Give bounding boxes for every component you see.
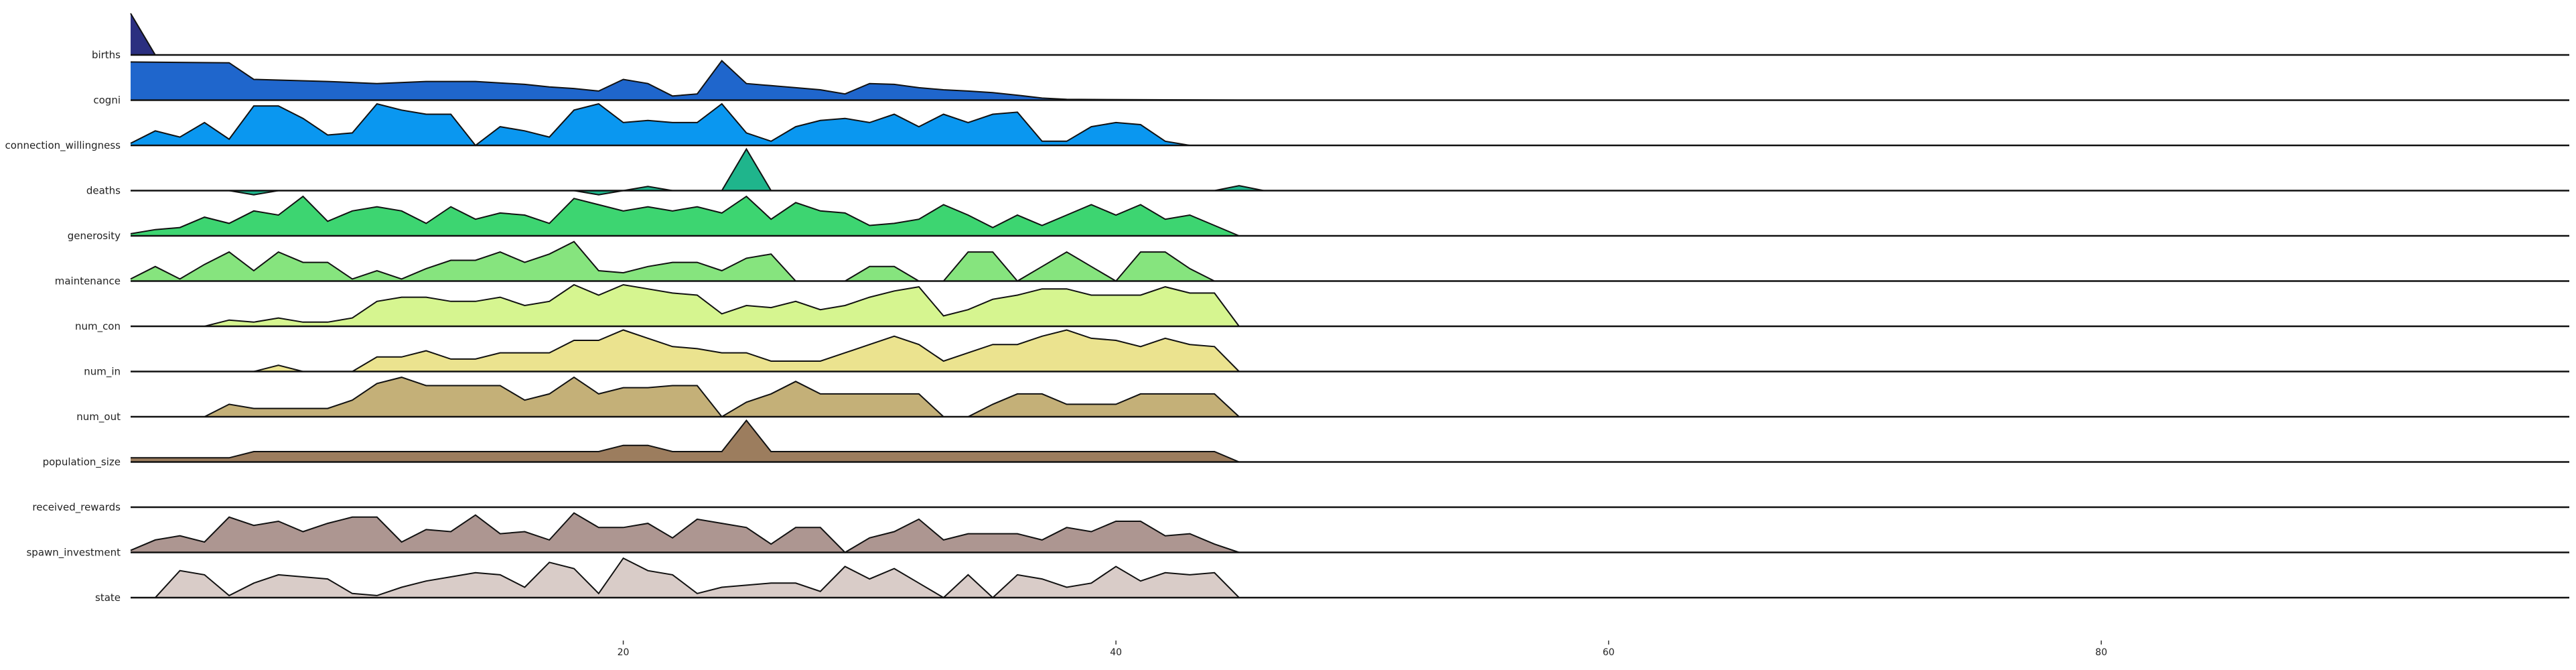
ridge-population-size: population_size (43, 419, 2569, 469)
ridge-fill (131, 241, 1215, 281)
ridge-births: births (92, 13, 2569, 61)
ridge-connection-willingness: connection_willingness (5, 103, 2569, 152)
row-label: num_con (75, 320, 121, 333)
x-tick-label: 60 (1603, 647, 1615, 658)
ridge-fill (131, 513, 1239, 553)
ridge-num-out: num_out (76, 376, 2569, 423)
row-label: maintenance (55, 275, 121, 287)
ridge-num-in: num_in (84, 329, 2569, 379)
ridge-outline (131, 557, 1240, 599)
row-label: connection_willingness (5, 139, 121, 152)
ridge-fill (131, 558, 1239, 598)
row-label: generosity (68, 230, 121, 242)
row-label: state (95, 592, 121, 604)
ridge-fill (131, 104, 1239, 145)
ridge-outline (130, 512, 1240, 553)
ridge-state: state (95, 557, 2569, 604)
row-label: received_rewards (32, 501, 121, 514)
ridge-deaths: deaths (86, 147, 2569, 197)
row-label: num_in (84, 366, 121, 379)
ridge-outline (131, 376, 1240, 418)
row-label: population_size (43, 456, 121, 469)
x-tick-label: 80 (2095, 647, 2107, 658)
ridge-outline (130, 103, 1239, 147)
ridge-fill (131, 377, 1239, 417)
ridge-cogni: cogni (93, 60, 2569, 107)
ridge-fill (131, 330, 1239, 372)
ridge-outline (131, 147, 2569, 196)
ridge-generosity: generosity (68, 195, 2569, 242)
ridge-outline (130, 13, 156, 56)
ridge-spawn-investment: spawn_investment (26, 512, 2569, 559)
row-label: spawn_investment (26, 547, 121, 559)
row-label: num_out (76, 411, 121, 423)
ridge-fill (131, 60, 1239, 100)
ridge-received-rewards: received_rewards (32, 501, 2569, 514)
ridge-outline (131, 329, 1240, 373)
row-label: cogni (93, 94, 121, 107)
ridge-fill (131, 196, 1239, 236)
ridge-outline (130, 241, 1215, 282)
ridge-fill (131, 285, 1239, 326)
ridge-num-con: num_con (75, 283, 2569, 333)
ridge-outline (131, 419, 1240, 463)
ridge-maintenance: maintenance (55, 241, 2569, 287)
row-label: deaths (86, 185, 121, 197)
ridge-outline (130, 195, 1240, 237)
row-label: births (92, 49, 121, 61)
x-tick-label: 20 (618, 647, 630, 658)
x-tick-label: 40 (1110, 647, 1122, 658)
ridge-fill (131, 420, 1239, 462)
ridge-fill (131, 149, 2569, 195)
ridge-outline (131, 283, 1240, 327)
ridge-outline (130, 60, 1240, 101)
